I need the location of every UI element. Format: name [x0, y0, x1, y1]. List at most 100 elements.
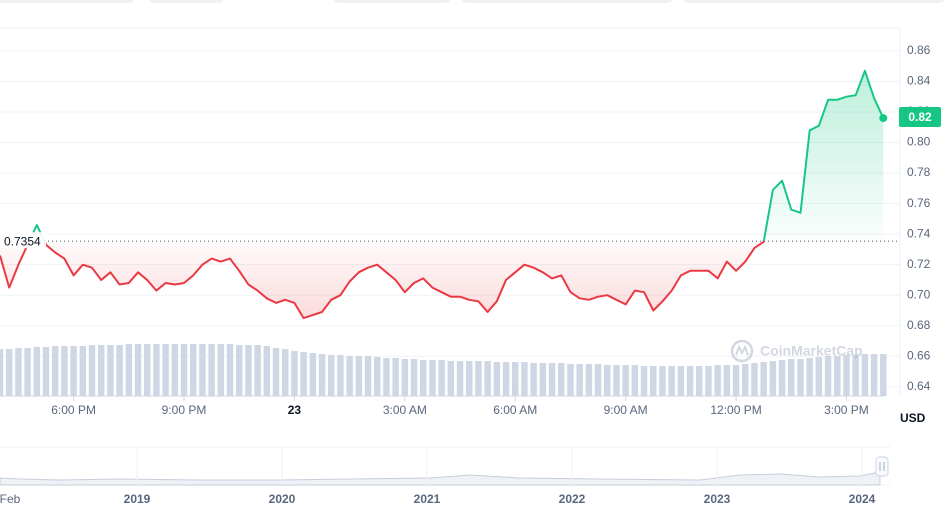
- volume-bar: [328, 355, 335, 396]
- volume-bar: [143, 344, 151, 396]
- navigator-label: 2024: [849, 492, 876, 506]
- y-tick-label: 0.74: [907, 226, 931, 240]
- volume-bar: [668, 366, 675, 396]
- volume-bar: [79, 346, 87, 396]
- navigator-label: 2021: [414, 492, 441, 506]
- volume-bar: [0, 349, 4, 396]
- volume-bar: [420, 360, 427, 396]
- volume-bar: [291, 351, 298, 396]
- toolbar-button[interactable]: [0, 0, 135, 3]
- volume-bar: [732, 365, 740, 396]
- last-price-dot: [879, 114, 888, 123]
- toolbar-button[interactable]: [333, 0, 451, 3]
- volume-bar: [97, 345, 105, 396]
- volume-bar: [33, 347, 41, 396]
- volume-bar: [714, 365, 721, 396]
- reference-label: 0.7354: [4, 234, 41, 248]
- navigator[interactable]: Feb 2019 2020 2021 2022 2023 2024: [0, 446, 890, 506]
- navigator-overview: [0, 471, 881, 486]
- grid-layer: [0, 50, 900, 388]
- navigator-label: 2022: [559, 492, 586, 506]
- volume-bar: [134, 344, 142, 396]
- volume-bar: [548, 363, 556, 396]
- volume-bar: [51, 346, 59, 396]
- volume-bar: [769, 361, 777, 396]
- volume-bar: [410, 359, 418, 396]
- volume-bar: [686, 366, 694, 396]
- toolbar-button[interactable]: [683, 0, 945, 3]
- volume-layer: [0, 344, 887, 396]
- volume-bar: [392, 358, 399, 396]
- volume-bar: [631, 365, 639, 396]
- volume-bar: [558, 363, 565, 396]
- navigator-label: Feb: [0, 492, 21, 506]
- volume-bar: [236, 345, 243, 396]
- x-tick-label: 3:00 PM: [824, 403, 869, 417]
- volume-bar: [696, 366, 703, 396]
- volume-bar: [208, 344, 215, 396]
- volume-bar: [475, 361, 482, 396]
- volume-bar: [429, 360, 436, 396]
- volume-bar: [852, 355, 859, 396]
- volume-bar: [622, 365, 629, 396]
- y-tick-label: 0.80: [907, 135, 931, 149]
- volume-bar: [24, 348, 31, 396]
- volume-bar: [300, 352, 307, 396]
- volume-bar: [401, 359, 409, 396]
- volume-bar: [364, 356, 372, 396]
- volume-bar: [107, 345, 114, 396]
- x-tick-label: 12:00 PM: [710, 403, 761, 417]
- x-tick-label: 9:00 PM: [162, 403, 207, 417]
- volume-bar: [650, 366, 657, 396]
- toolbar-button[interactable]: [461, 0, 673, 3]
- watermark: CoinMarketCap: [730, 339, 863, 363]
- y-tick-label: 0.76: [907, 196, 931, 210]
- volume-bar: [254, 345, 261, 396]
- volume-bar: [42, 347, 50, 396]
- volume-bar: [346, 356, 353, 396]
- watermark-text: CoinMarketCap: [760, 343, 863, 359]
- volume-bar: [788, 359, 795, 396]
- volume-bar: [677, 366, 685, 396]
- volume-bar: [263, 346, 271, 396]
- volume-bar: [567, 364, 574, 396]
- price-area: [0, 70, 884, 319]
- y-tick-label: 0.84: [907, 74, 931, 88]
- navigator-label: 2019: [124, 492, 151, 506]
- volume-bar: [512, 362, 519, 396]
- volume-bar: [272, 348, 280, 396]
- y-tick-label: 0.66: [907, 348, 931, 362]
- navigator-label: 2020: [269, 492, 296, 506]
- volume-bar: [502, 362, 510, 396]
- navigator-handle[interactable]: [875, 456, 889, 477]
- volume-bar: [180, 344, 188, 396]
- volume-bar: [760, 362, 767, 396]
- volume-bar: [751, 363, 758, 396]
- volume-bar: [15, 348, 22, 396]
- volume-bar: [539, 363, 547, 396]
- volume-bar: [521, 362, 528, 396]
- volume-bar: [530, 363, 537, 396]
- volume-bar: [447, 361, 455, 396]
- volume-bar: [189, 344, 197, 396]
- volume-bar: [466, 361, 473, 396]
- toolbar-button[interactable]: [148, 0, 224, 3]
- volume-bar: [576, 364, 583, 396]
- volume-bar: [456, 361, 464, 396]
- axis-layer: 0.86 0.84 0.82 0.80 0.78 0.76 0.74 0.72 0.70 0.68…: [51, 43, 941, 417]
- volume-bar: [834, 356, 841, 396]
- x-tick-label: 3:00 AM: [383, 403, 427, 417]
- volume-bar: [880, 354, 887, 396]
- volume-bar: [659, 366, 666, 396]
- volume-bar: [806, 358, 813, 396]
- reference-label-bg: [0, 232, 46, 249]
- volume-bar: [824, 356, 832, 396]
- volume-bar: [153, 344, 160, 396]
- line-layer: 0.7354: [0, 69, 900, 320]
- volume-bar: [493, 362, 501, 396]
- volume-bar: [778, 360, 786, 396]
- volume-bar: [815, 357, 823, 396]
- volume-bar: [594, 364, 602, 396]
- y-tick-label: 0.72: [907, 257, 931, 271]
